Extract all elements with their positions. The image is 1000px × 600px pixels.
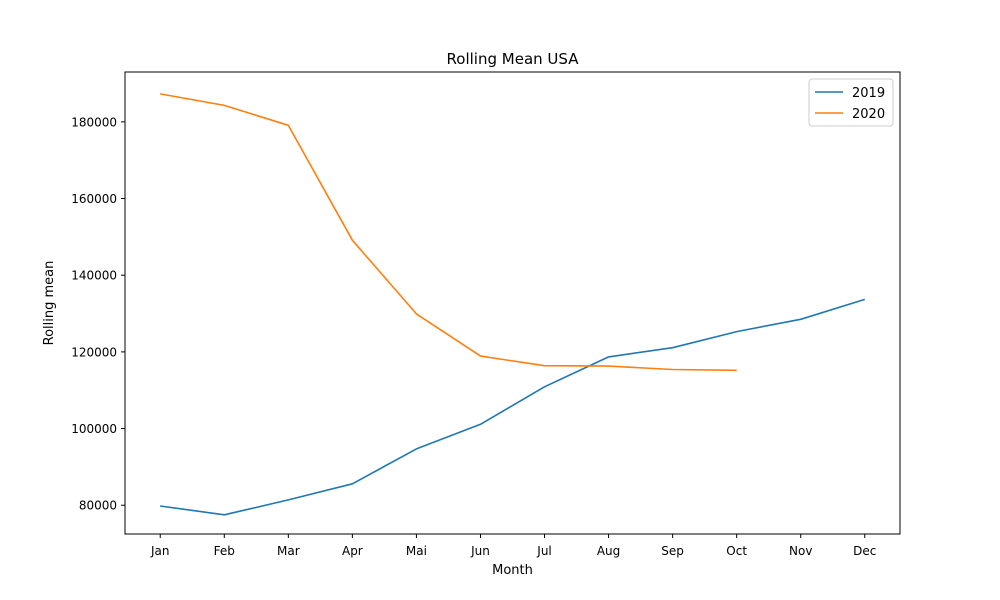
x-tick-label: Jul: [536, 544, 551, 558]
x-tick-label: Jan: [150, 544, 170, 558]
y-tick-label: 140000: [71, 269, 117, 283]
x-axis-label: Month: [492, 563, 533, 578]
x-tick-label: Apr: [342, 544, 363, 558]
y-tick-label: 160000: [71, 192, 117, 206]
series-line-2020: [160, 93, 737, 372]
legend: 2019 2020: [808, 78, 894, 127]
legend-box: [808, 78, 894, 127]
x-tick-label: Nov: [789, 544, 812, 558]
series-line-2019: [160, 298, 866, 516]
y-axis-ticks: 80000 100000 120000 140000 160000 180000: [71, 115, 125, 513]
chart-title: Rolling Mean USA: [447, 50, 580, 68]
x-tick-label: Oct: [726, 544, 747, 558]
y-tick-label: 80000: [79, 499, 117, 513]
x-tick-label: Aug: [597, 544, 620, 558]
x-tick-label: Dec: [853, 544, 876, 558]
x-axis-ticks: Jan Feb Mar Apr Mai Jun Jul Aug Sep Oct Nov Dec: [150, 534, 876, 558]
y-axis-label: Rolling mean: [42, 261, 57, 346]
series-lines: [160, 93, 866, 516]
y-tick-label: 180000: [71, 115, 117, 129]
x-tick-label: Mai: [406, 544, 427, 558]
x-tick-label: Feb: [214, 544, 235, 558]
x-tick-label: Sep: [661, 544, 684, 558]
y-tick-label: 120000: [71, 345, 117, 359]
x-tick-label: Mar: [277, 544, 300, 558]
x-tick-label: Jun: [470, 544, 490, 558]
plot-frame: [124, 71, 901, 535]
legend-label: 2019: [852, 86, 885, 101]
y-tick-label: 100000: [71, 422, 117, 436]
legend-label: 2020: [852, 107, 885, 122]
